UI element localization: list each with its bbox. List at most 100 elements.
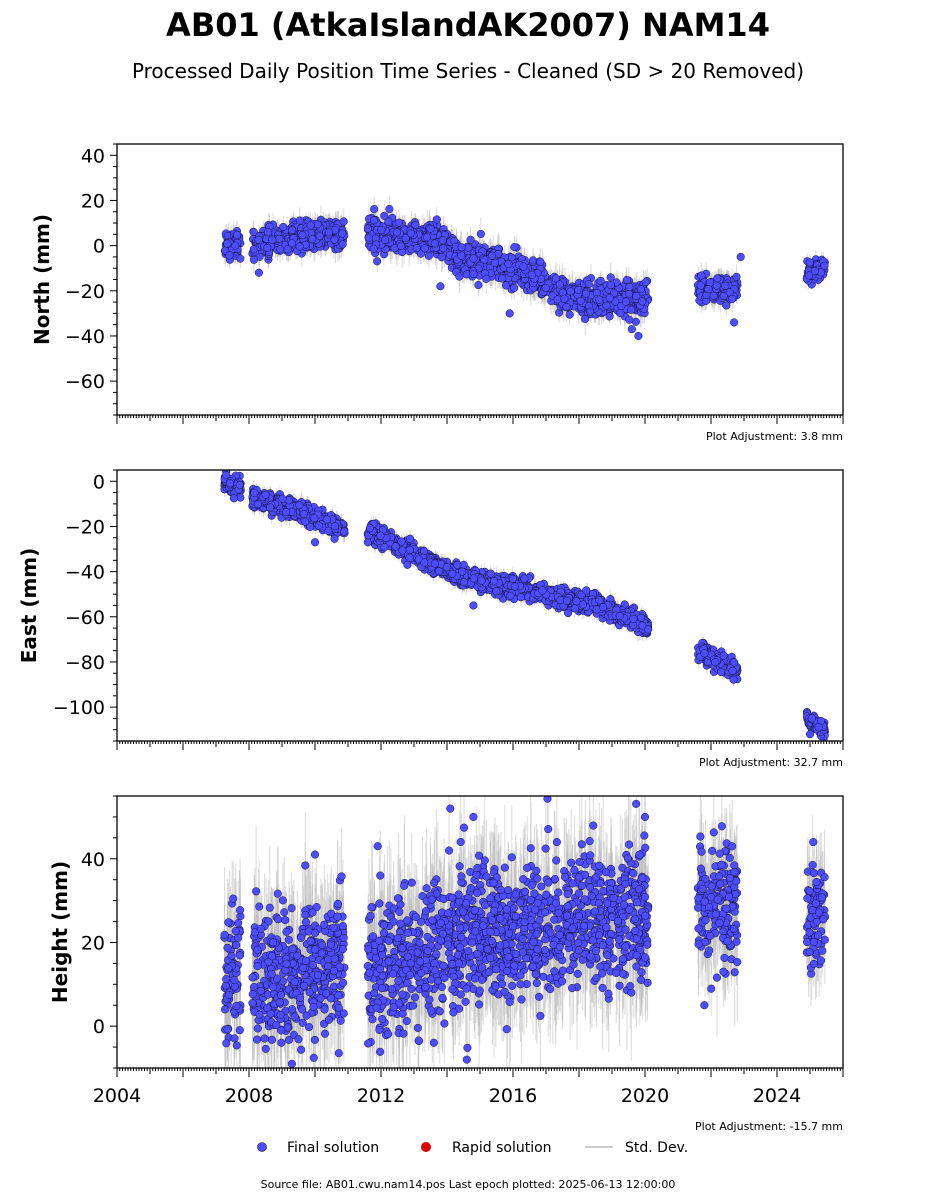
panel-north: −60 −40 −20 0 20 40 North (mm) Plot Adjustment:…	[30, 143, 844, 443]
data-point	[315, 232, 324, 241]
data-point	[324, 228, 333, 237]
data-point	[586, 307, 595, 316]
data-point	[306, 221, 315, 230]
data-point	[439, 244, 448, 253]
y-tick-label: −60	[65, 371, 105, 393]
chart-subtitle: Processed Daily Position Time Series - C…	[132, 59, 804, 83]
data-point	[268, 235, 277, 244]
data-point	[474, 280, 483, 290]
data-point	[510, 283, 519, 292]
data-point	[625, 282, 634, 292]
data-point	[380, 211, 389, 220]
data-point	[231, 241, 240, 250]
data-point-outlier	[627, 325, 636, 334]
data-point	[406, 229, 415, 238]
data-point	[721, 281, 730, 290]
data-point	[369, 244, 378, 253]
chart-title: AB01 (AtkaIslandAK2007) NAM14	[166, 6, 770, 44]
data-point	[606, 281, 615, 290]
y-axis-north: −60 −40 −20 0 20 40	[65, 143, 117, 416]
data-point	[632, 292, 641, 301]
data-point	[541, 283, 550, 292]
data-point	[295, 216, 304, 225]
data-point	[249, 255, 258, 264]
data-point	[622, 275, 631, 284]
data-point	[510, 243, 519, 252]
data-point	[501, 281, 511, 290]
data-point-outlier	[436, 282, 445, 291]
y-tick-label: −20	[65, 281, 105, 303]
data-point	[709, 291, 718, 300]
data-point	[438, 236, 447, 245]
data-point	[401, 234, 410, 243]
data-point	[279, 222, 288, 232]
data-point	[384, 217, 393, 226]
data-point	[527, 270, 536, 279]
y-tick-label: −40	[65, 326, 105, 348]
data-point	[464, 243, 473, 252]
data-point-outlier	[505, 309, 514, 318]
data-point	[380, 235, 390, 244]
data-point	[605, 312, 614, 321]
data-point	[377, 225, 386, 235]
data-point	[462, 270, 471, 279]
data-point	[466, 235, 475, 244]
data-point	[457, 251, 466, 260]
data-point	[551, 274, 560, 283]
data-point-outlier	[730, 318, 739, 327]
data-point	[426, 224, 435, 233]
data-point	[338, 229, 347, 238]
data-point	[536, 257, 545, 266]
data-point	[370, 205, 379, 214]
y-tick-label: 40	[81, 145, 105, 167]
data-point	[625, 289, 634, 299]
final-solution-points-north	[220, 205, 829, 341]
data-point	[330, 235, 339, 244]
data-point	[641, 278, 650, 287]
data-point	[338, 240, 347, 249]
data-point	[576, 296, 585, 305]
data-point	[488, 251, 497, 260]
data-point	[555, 280, 564, 289]
data-point	[364, 233, 373, 242]
x-axis-north	[116, 415, 844, 424]
data-point	[397, 241, 406, 250]
data-point	[385, 205, 394, 214]
data-point	[705, 278, 715, 287]
data-point	[225, 251, 234, 260]
data-point	[490, 258, 500, 267]
data-point	[732, 272, 741, 281]
data-point	[232, 230, 242, 239]
data-point	[394, 218, 403, 227]
panels: −60 −40 −20 0 20 40 North (mm) Plot Adjustment:…	[17, 143, 844, 1133]
data-point	[482, 274, 491, 283]
data-point	[392, 228, 401, 237]
data-point	[469, 254, 478, 263]
data-point	[254, 235, 263, 244]
data-point	[553, 295, 562, 304]
data-point	[430, 239, 439, 248]
data-point	[595, 295, 604, 304]
data-point	[519, 262, 528, 271]
y-axis-label-north: North (mm)	[30, 214, 54, 345]
data-point	[636, 285, 645, 294]
data-point	[339, 217, 348, 226]
data-point	[712, 281, 721, 290]
data-point	[627, 305, 636, 314]
data-point	[480, 255, 489, 264]
plot-adjustment-north: Plot Adjustment: 3.8 mm	[706, 430, 843, 443]
data-point	[276, 245, 285, 254]
data-point	[373, 257, 382, 266]
data-point	[263, 228, 273, 237]
data-point-outlier	[634, 331, 643, 341]
data-point	[236, 254, 245, 263]
data-point	[566, 287, 575, 296]
data-point	[288, 226, 297, 235]
data-point	[606, 273, 615, 282]
data-point	[616, 309, 625, 318]
data-point	[498, 274, 507, 283]
data-point	[719, 291, 728, 301]
data-point-outlier	[254, 268, 263, 277]
data-point	[704, 285, 713, 294]
